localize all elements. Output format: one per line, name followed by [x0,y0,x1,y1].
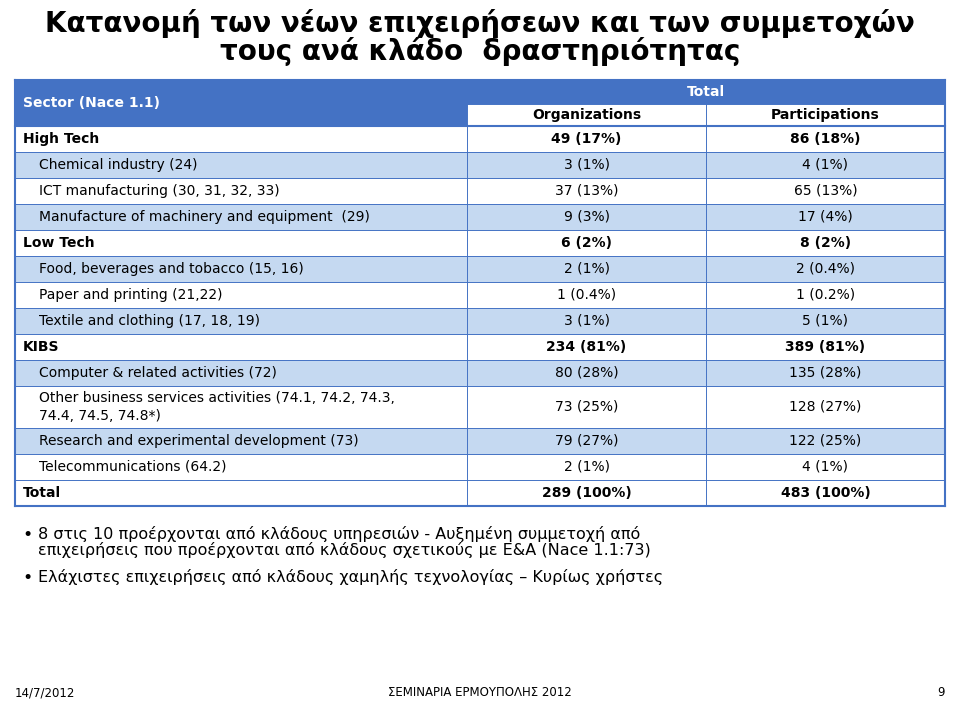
Bar [15,334,945,360]
Bar [467,80,945,104]
Bar [15,152,945,178]
Bar [15,428,945,454]
Text: 3 (1%): 3 (1%) [564,158,610,172]
Text: 9: 9 [938,686,945,699]
Text: τους ανά κλάδο  δραστηριότητας: τους ανά κλάδο δραστηριότητας [220,37,740,66]
Text: Participations: Participations [771,108,880,122]
Bar [15,256,945,282]
Text: 5 (1%): 5 (1%) [803,314,849,328]
Text: Κατανομή των νέων επιχειρήσεων και των συμμετοχών: Κατανομή των νέων επιχειρήσεων και των σ… [45,9,915,38]
Text: 234 (81%): 234 (81%) [546,340,627,354]
Text: Organizations: Organizations [532,108,641,122]
Text: 79 (27%): 79 (27%) [555,434,618,448]
Text: 73 (25%): 73 (25%) [555,400,618,414]
Text: 8 στις 10 προέρχονται από κλάδους υπηρεσιών - Αυξημένη συμμετοχή από: 8 στις 10 προέρχονται από κλάδους υπηρεσ… [38,526,640,542]
Text: Sector (Nace 1.1): Sector (Nace 1.1) [23,96,160,110]
Text: Paper and printing (21,22): Paper and printing (21,22) [39,288,223,302]
Text: 86 (18%): 86 (18%) [790,132,861,146]
Text: Total: Total [687,85,725,99]
Text: •: • [22,526,33,544]
Text: 389 (81%): 389 (81%) [785,340,866,354]
Text: 9 (3%): 9 (3%) [564,210,610,224]
Text: 1 (0.2%): 1 (0.2%) [796,288,855,302]
Text: 49 (17%): 49 (17%) [551,132,622,146]
Text: 4 (1%): 4 (1%) [803,158,849,172]
Text: 2 (1%): 2 (1%) [564,460,610,474]
Text: Low Tech: Low Tech [23,236,95,250]
Text: 2 (1%): 2 (1%) [564,262,610,276]
Text: 4 (1%): 4 (1%) [803,460,849,474]
Text: Total: Total [23,486,61,500]
Text: 3 (1%): 3 (1%) [564,314,610,328]
Text: •: • [22,569,33,587]
Bar [15,178,945,204]
Bar [15,308,945,334]
Text: 1 (0.4%): 1 (0.4%) [557,288,616,302]
Text: 135 (28%): 135 (28%) [789,366,862,380]
Text: Ελάχιστες επιχειρήσεις από κλάδους χαμηλής τεχνολογίας – Κυρίως χρήστες: Ελάχιστες επιχειρήσεις από κλάδους χαμηλ… [38,569,663,585]
Text: ICT manufacturing (30, 31, 32, 33): ICT manufacturing (30, 31, 32, 33) [39,184,279,198]
Text: 483 (100%): 483 (100%) [780,486,871,500]
Text: 80 (28%): 80 (28%) [555,366,618,380]
Text: 122 (25%): 122 (25%) [789,434,862,448]
Text: Research and experimental development (73): Research and experimental development (7… [39,434,359,448]
Text: Chemical industry (24): Chemical industry (24) [39,158,198,172]
Text: Computer & related activities (72): Computer & related activities (72) [39,366,276,380]
Bar [15,80,467,126]
Text: 14/7/2012: 14/7/2012 [15,686,76,699]
Text: 8 (2%): 8 (2%) [800,236,852,250]
Bar [15,230,945,256]
Bar [467,104,945,126]
Text: High Tech: High Tech [23,132,99,146]
Text: ΣΕΜΙΝΑΡΙΑ ΕΡΜΟΥΠΟΛΗΣ 2012: ΣΕΜΙΝΑΡΙΑ ΕΡΜΟΥΠΟΛΗΣ 2012 [388,686,572,699]
Bar [15,204,945,230]
Text: Textile and clothing (17, 18, 19): Textile and clothing (17, 18, 19) [39,314,260,328]
Bar [15,480,945,506]
Text: Other business services activities (74.1, 74.2, 74.3,: Other business services activities (74.1… [39,391,395,405]
Bar [15,386,945,428]
Text: 17 (4%): 17 (4%) [798,210,852,224]
Text: 74.4, 74.5, 74.8*): 74.4, 74.5, 74.8*) [39,409,161,423]
Bar [15,282,945,308]
Bar [15,454,945,480]
Bar [15,360,945,386]
Text: 2 (0.4%): 2 (0.4%) [796,262,855,276]
Text: 65 (13%): 65 (13%) [794,184,857,198]
Text: επιχειρήσεις που προέρχονται από κλάδους σχετικούς με Ε&Α (Nace 1.1:73): επιχειρήσεις που προέρχονται από κλάδους… [38,542,651,559]
Text: 6 (2%): 6 (2%) [561,236,612,250]
Text: Food, beverages and tobacco (15, 16): Food, beverages and tobacco (15, 16) [39,262,303,276]
Text: Telecommunications (64.2): Telecommunications (64.2) [39,460,227,474]
Text: Manufacture of machinery and equipment  (29): Manufacture of machinery and equipment (… [39,210,370,224]
Text: 289 (100%): 289 (100%) [541,486,632,500]
Text: 37 (13%): 37 (13%) [555,184,618,198]
Bar [15,126,945,152]
Text: 128 (27%): 128 (27%) [789,400,862,414]
Text: KIBS: KIBS [23,340,60,354]
